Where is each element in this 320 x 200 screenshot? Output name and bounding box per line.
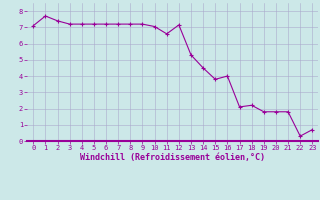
X-axis label: Windchill (Refroidissement éolien,°C): Windchill (Refroidissement éolien,°C)	[80, 153, 265, 162]
